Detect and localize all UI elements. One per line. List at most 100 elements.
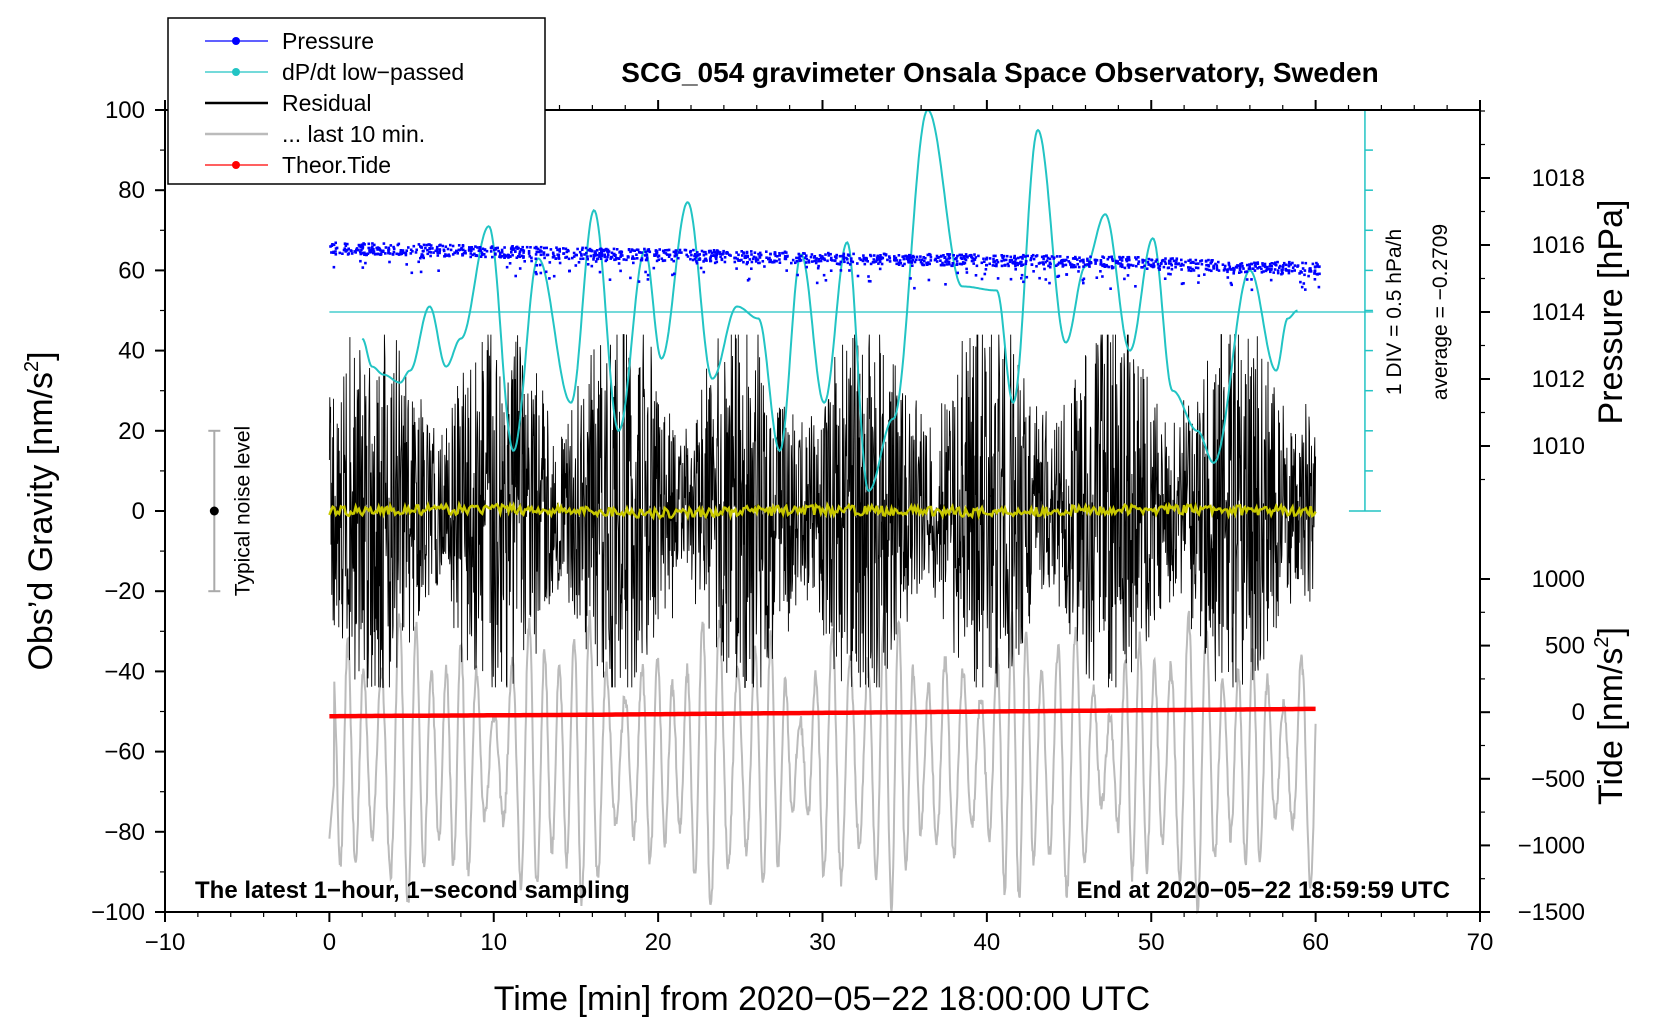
pressure-point — [935, 260, 939, 263]
y-tick-label: −20 — [104, 578, 145, 605]
pressure-point — [1256, 261, 1259, 264]
pressure-point — [1019, 260, 1022, 264]
pressure-point — [809, 255, 813, 259]
pressure-point — [1191, 267, 1194, 271]
pressure-point — [951, 264, 954, 267]
pressure-point — [1227, 263, 1231, 266]
pressure-point — [436, 251, 440, 255]
pressure-point — [794, 261, 797, 265]
pressure-point — [1155, 258, 1159, 262]
pressure-point — [355, 247, 359, 250]
pressure-point — [1189, 266, 1192, 269]
pressure-point — [614, 253, 617, 257]
pressure-point — [1197, 262, 1200, 265]
pressure-point — [530, 259, 533, 263]
pressure-point — [1116, 260, 1119, 263]
pressure-point — [838, 263, 842, 266]
pressure-point — [782, 251, 785, 255]
pressure-point — [338, 251, 342, 255]
pressure-point — [644, 250, 647, 254]
pressure-point — [364, 253, 368, 257]
pressure-point — [1248, 267, 1252, 270]
pressure-point — [1273, 268, 1277, 271]
pressure-point — [1222, 269, 1226, 272]
pressure-point — [1170, 263, 1173, 267]
pressure-point — [516, 247, 519, 250]
pressure-point — [750, 253, 753, 256]
pressure-point — [955, 260, 959, 263]
pressure-point — [552, 274, 556, 278]
pressure-point — [558, 261, 562, 265]
average-annotation: average = −0.2709 — [1429, 224, 1452, 400]
pressure-point — [1107, 265, 1111, 269]
pressure-point — [785, 255, 789, 258]
pressure-point — [974, 256, 978, 259]
pressure-point — [994, 254, 997, 258]
pressure-point — [1210, 260, 1213, 264]
pressure-point — [761, 260, 765, 263]
pressure-point — [1020, 273, 1024, 277]
pressure-point — [1300, 285, 1304, 289]
pressure-point — [600, 253, 604, 256]
pressure-point — [1194, 258, 1198, 262]
pressure-point — [500, 248, 504, 252]
pressure-point — [344, 244, 348, 247]
pressure-point — [489, 250, 493, 253]
pressure-point — [373, 253, 377, 256]
pressure-point — [1013, 254, 1016, 258]
pressure-point — [1264, 265, 1267, 269]
y-axis-title-pressure: Pressure [hPa] — [1592, 200, 1630, 425]
pressure-point — [382, 242, 386, 245]
pressure-point — [1000, 264, 1004, 268]
pressure-point — [434, 249, 437, 253]
pressure-point — [1162, 265, 1166, 269]
pressure-point — [662, 251, 666, 254]
pressure-point — [1266, 265, 1269, 269]
pressure-point — [947, 260, 951, 264]
pressure-point — [1187, 268, 1191, 272]
pressure-point — [1207, 264, 1211, 268]
pressure-point — [538, 263, 542, 267]
pressure-point — [864, 259, 867, 262]
pressure-point — [1250, 262, 1253, 266]
pressure-point — [929, 253, 932, 257]
pressure-point — [959, 256, 963, 260]
pressure-point — [1072, 264, 1076, 267]
pressure-point — [1031, 253, 1035, 257]
pressure-point — [948, 262, 951, 266]
pressure-point — [1013, 260, 1017, 263]
pressure-point — [1282, 264, 1285, 267]
pressure-point — [929, 255, 933, 259]
pressure-point — [360, 245, 364, 249]
pressure-point — [1004, 264, 1007, 267]
pressure-point — [1206, 268, 1209, 271]
pressure-point — [1079, 259, 1082, 263]
pressure-point — [662, 259, 665, 262]
pressure-point — [572, 255, 576, 258]
pressure-point — [693, 253, 697, 256]
pressure-point — [606, 248, 610, 252]
pressure-point — [588, 247, 592, 251]
pressure-point — [533, 246, 537, 250]
pressure-point — [376, 248, 379, 251]
pressure-point — [996, 277, 1000, 280]
pressure-point — [1160, 259, 1164, 263]
pressure-point — [636, 248, 640, 252]
pressure-point — [1253, 261, 1256, 265]
pressure-point — [422, 243, 426, 247]
pressure-point — [425, 243, 428, 247]
pressure-point — [539, 245, 543, 249]
pressure-point — [1280, 270, 1284, 274]
x-tick-label: 40 — [974, 929, 1001, 956]
pressure-point — [867, 275, 870, 278]
pressure-point — [1254, 265, 1258, 268]
pressure-point — [543, 246, 546, 250]
pressure-point — [841, 254, 844, 258]
pressure-point — [964, 255, 968, 258]
pressure-point — [347, 247, 350, 251]
pressure-point — [1238, 271, 1241, 274]
pressure-point — [812, 256, 816, 259]
pressure-point — [878, 255, 881, 259]
pressure-point — [542, 253, 545, 256]
pressure-point — [733, 256, 736, 260]
